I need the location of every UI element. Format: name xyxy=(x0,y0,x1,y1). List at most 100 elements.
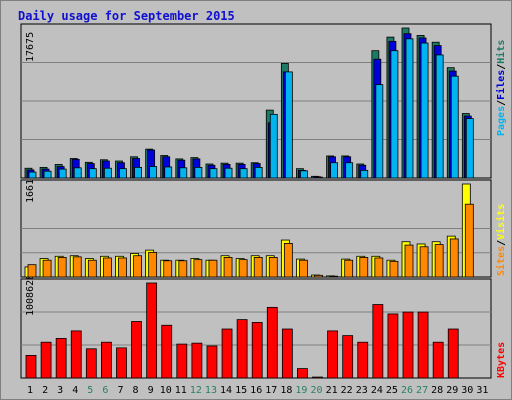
day-label: 11 xyxy=(175,385,187,396)
day-label: 5 xyxy=(87,385,93,396)
bar-sites xyxy=(118,257,127,278)
day-label: 7 xyxy=(117,385,123,396)
legend-kbytes: KBytes xyxy=(496,342,507,378)
bar-pages xyxy=(405,38,414,179)
bar-kbytes xyxy=(101,341,112,379)
bar-kbytes xyxy=(206,345,218,379)
bar-kbytes xyxy=(55,338,67,379)
legend-pages: Pages xyxy=(496,106,507,136)
bar-kbytes xyxy=(161,324,173,379)
bar-sites xyxy=(268,257,278,278)
day-label: 18 xyxy=(280,385,292,396)
bar-pages xyxy=(300,170,308,179)
bar-pages xyxy=(435,54,444,179)
bar-kbytes xyxy=(70,330,82,379)
bar-kbytes xyxy=(357,341,369,379)
bar-sites xyxy=(359,257,369,278)
bar-pages xyxy=(254,166,263,179)
bar-pages xyxy=(315,176,323,179)
legend-files: Files xyxy=(495,70,507,100)
bar-sites xyxy=(72,256,82,278)
bar-sites xyxy=(133,255,142,278)
bar-pages xyxy=(360,169,369,179)
bar-sites xyxy=(42,259,52,278)
day-label: 15 xyxy=(235,385,247,396)
bar-kbytes xyxy=(191,342,203,379)
bar-pages xyxy=(164,166,173,179)
bar-sites xyxy=(299,259,308,278)
day-label: 9 xyxy=(148,385,154,396)
day-label: 23 xyxy=(356,385,368,396)
bar-sites xyxy=(314,274,323,278)
bar-sites xyxy=(238,259,248,278)
legend-sep: / xyxy=(496,100,507,106)
bar-kbytes xyxy=(312,376,323,379)
legend-hits: Hits xyxy=(495,40,507,64)
day-label: 14 xyxy=(220,385,232,396)
day-label: 3 xyxy=(57,385,63,396)
bar-kbytes xyxy=(40,341,52,379)
bar-pages xyxy=(28,171,37,179)
day-label: 12 xyxy=(190,385,202,396)
bar-kbytes xyxy=(327,330,339,379)
bar-kbytes xyxy=(251,322,263,379)
bar-sites xyxy=(434,244,444,278)
bar-sites xyxy=(283,243,293,278)
day-label: 28 xyxy=(431,385,443,396)
bar-sites xyxy=(464,203,474,278)
bar-kbytes xyxy=(116,347,127,379)
bars-visits-sites xyxy=(24,183,474,278)
bar-pages xyxy=(375,84,384,179)
bar-sites xyxy=(419,246,429,278)
bar-kbytes xyxy=(447,328,459,379)
bar-pages xyxy=(104,167,112,179)
day-label: 29 xyxy=(446,385,458,396)
legend-top: Pages/Files/Hits xyxy=(495,40,507,136)
ymax-label-middle: 1661 xyxy=(25,179,36,203)
day-labels: 1 2 3 4 5 6 7 8 9 10 11 12 13 14 15 16 17 18 19 20 21 22 23 24 2… xyxy=(27,385,488,396)
bar-kbytes xyxy=(146,282,158,379)
day-label: 24 xyxy=(371,385,383,396)
bar-pages xyxy=(119,168,127,179)
bar-pages xyxy=(194,166,203,179)
bar-kbytes xyxy=(85,348,97,379)
bar-sites xyxy=(449,238,459,278)
day-label: 26 xyxy=(401,385,413,396)
bar-pages xyxy=(43,170,52,179)
bar-kbytes xyxy=(387,313,399,379)
bar-sites xyxy=(57,257,67,278)
day-label: 27 xyxy=(416,385,428,396)
day-label: 25 xyxy=(386,385,398,396)
bar-kbytes xyxy=(297,368,308,379)
day-label: 4 xyxy=(72,385,78,396)
legend-visits: Visits xyxy=(495,204,507,240)
bar-pages xyxy=(224,167,233,179)
bar-pages xyxy=(134,166,142,179)
bar-kbytes xyxy=(221,328,233,379)
bar-pages xyxy=(465,118,474,179)
day-label: 10 xyxy=(160,385,172,396)
bar-kbytes xyxy=(266,306,278,379)
day-label: 16 xyxy=(250,385,262,396)
day-label: 8 xyxy=(133,385,139,396)
ymax-label-bottom: 1008628 xyxy=(25,274,36,316)
bar-pages xyxy=(58,168,67,179)
bar-sites xyxy=(223,257,233,278)
bar-kbytes xyxy=(236,319,248,379)
day-label: 21 xyxy=(326,385,338,396)
bar-pages xyxy=(345,162,354,179)
legend-sep: / xyxy=(496,240,507,246)
bar-kbytes xyxy=(402,311,414,379)
bar-kbytes xyxy=(372,304,384,379)
bar-sites xyxy=(27,264,37,278)
day-label: 1 xyxy=(27,385,33,396)
bars-hits-files-pages xyxy=(24,27,474,179)
day-label: 13 xyxy=(205,385,217,396)
day-label: 17 xyxy=(265,385,277,396)
bar-sites xyxy=(374,257,384,278)
day-label: 6 xyxy=(102,385,108,396)
bar-sites xyxy=(103,257,112,278)
bar-pages xyxy=(390,50,399,179)
